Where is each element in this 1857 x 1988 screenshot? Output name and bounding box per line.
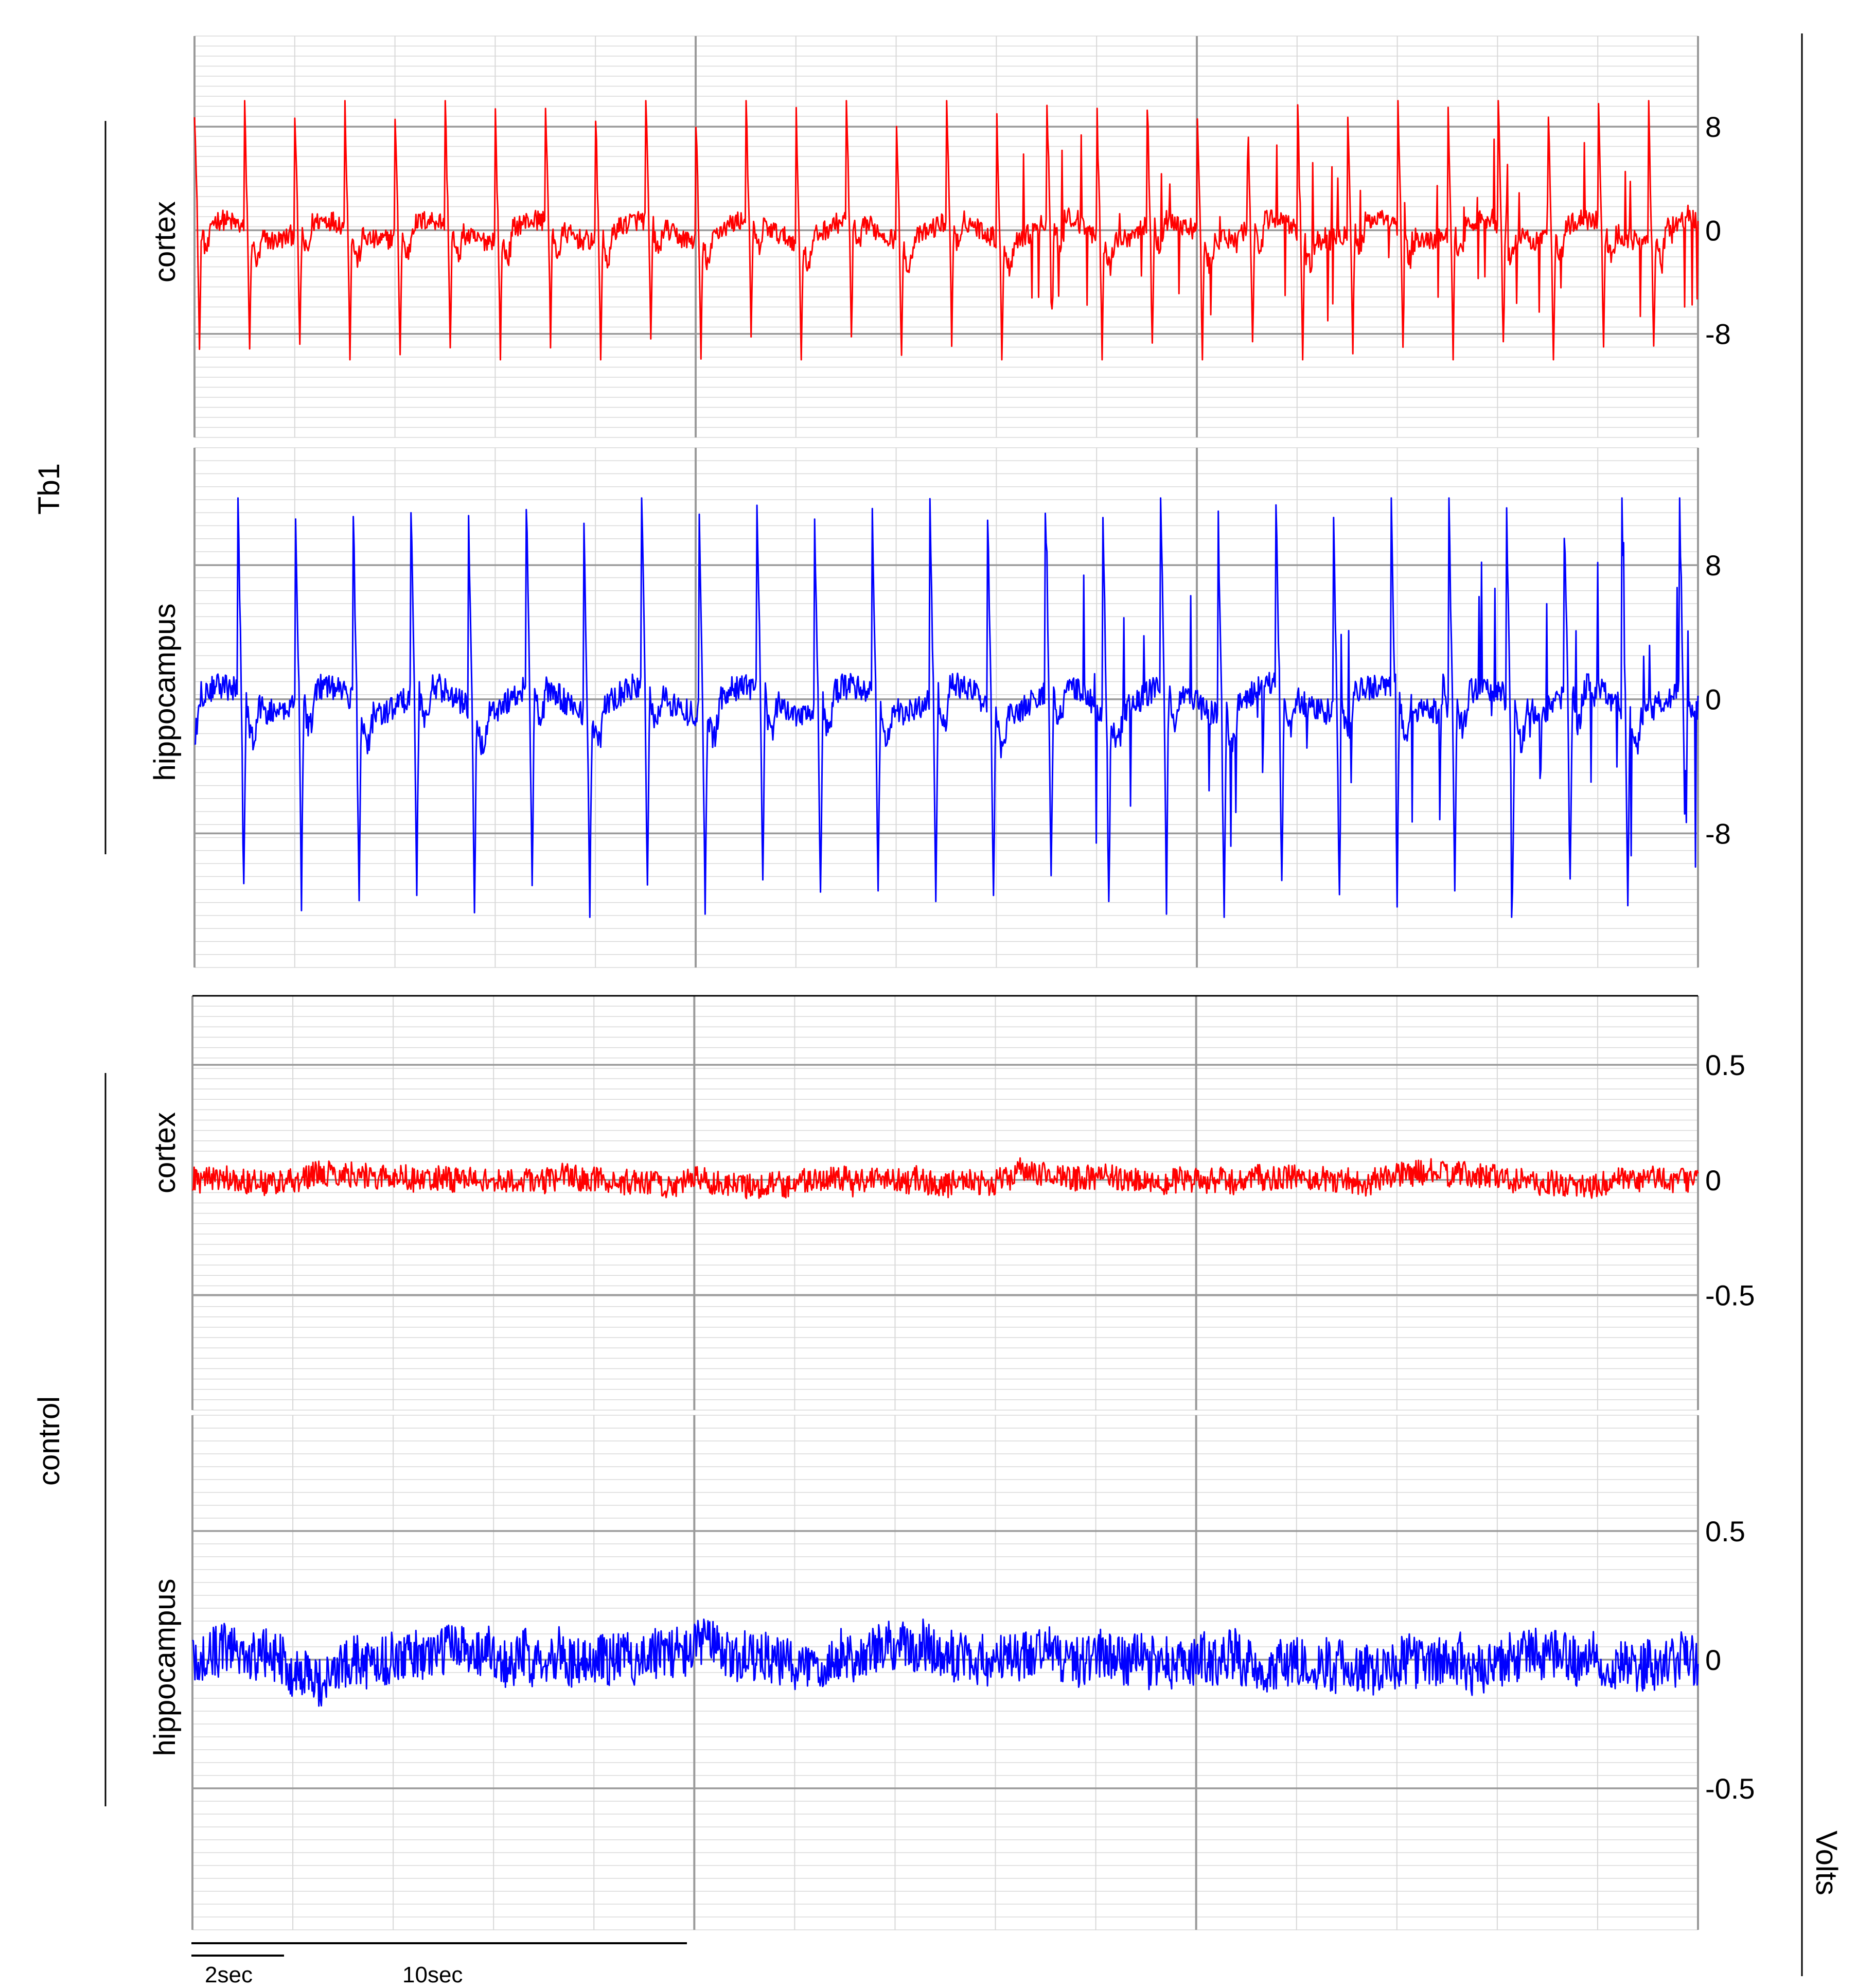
trace-layer [191, 100, 1699, 1707]
y-tick-label: -0.5 [1705, 1279, 1755, 1311]
scale-label-10sec: 10sec [402, 1962, 463, 1987]
y-tick-label: -0.5 [1705, 1772, 1755, 1805]
y-tick-label: 8 [1705, 111, 1721, 143]
y-tick-label: 0 [1705, 1644, 1721, 1676]
group-label-control: control [32, 1396, 66, 1486]
y-tick-label: 0.5 [1705, 1049, 1745, 1081]
panel-ylabel-control-hippocampus: hippocampus [148, 1579, 182, 1756]
units-label-volts: Volts [1810, 1831, 1843, 1895]
y-tick-label: 0 [1705, 214, 1721, 247]
series-line-hippocampus [194, 497, 1699, 918]
panel-ylabel-tb1-hippocampus: hippocampus [148, 604, 182, 781]
y-tick-label: 0.5 [1705, 1515, 1745, 1547]
series-line-hippocampus [191, 1618, 1699, 1707]
y-tick-label: -8 [1705, 817, 1731, 850]
group-label-tb1: Tb1 [32, 463, 66, 515]
scale-label-2sec: 2sec [205, 1962, 253, 1987]
series-line-cortex [191, 1157, 1699, 1200]
panel-ylabel-tb1-cortex: cortex [148, 201, 182, 283]
y-tick-label: 0 [1705, 1164, 1721, 1197]
tick-label-layer: 8 0 -8 8 0 -8 0.5 0 -0.5 0.5 0 -0.5 [1705, 111, 1755, 1805]
series-line-cortex [193, 100, 1699, 361]
panel-ylabel-control-cortex: cortex [148, 1112, 182, 1193]
y-tick-label: 8 [1705, 549, 1721, 582]
y-tick-label: -8 [1705, 318, 1731, 350]
y-tick-label: 0 [1705, 683, 1721, 716]
